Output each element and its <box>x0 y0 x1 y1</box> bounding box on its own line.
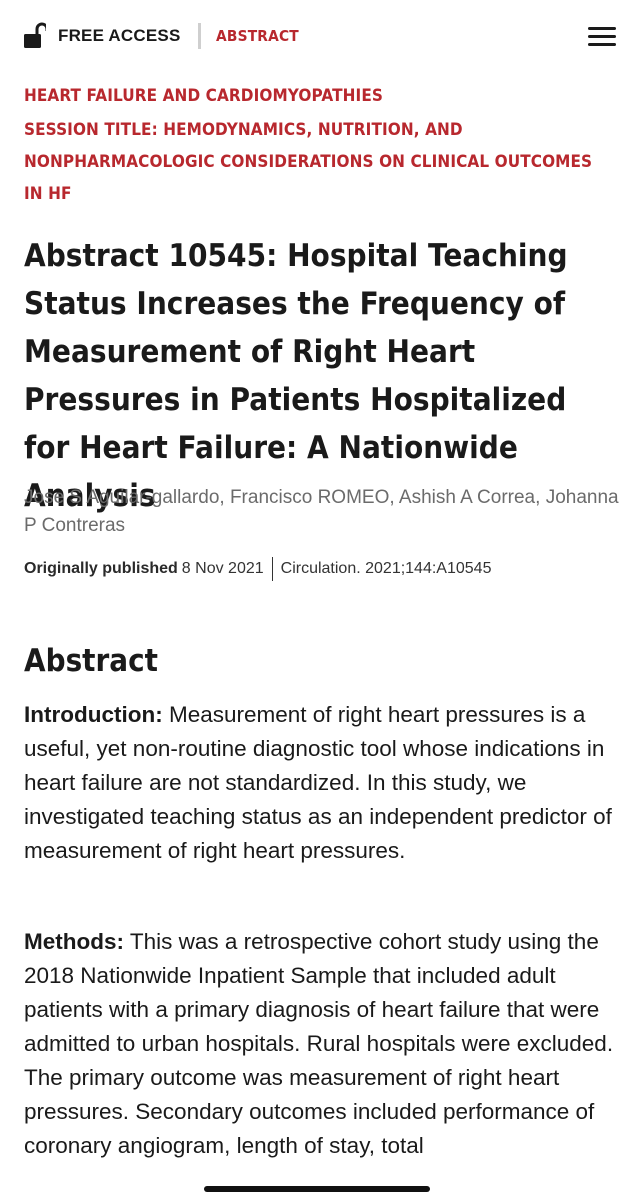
unlocked-padlock-icon <box>24 22 49 50</box>
free-access-label: FREE ACCESS <box>58 26 181 45</box>
citation: Circulation. 2021;144:A10545 <box>280 560 492 577</box>
author-link[interactable]: Francisco ROMEO <box>229 487 390 508</box>
article-type-label: ABSTRACT <box>216 27 300 45</box>
introduction-paragraph: Introduction: Measurement of right heart… <box>24 698 614 868</box>
publication-info: Originally published 8 Nov 2021 Circulat… <box>24 556 491 582</box>
introduction-label: Introduction: <box>24 702 163 727</box>
author-link[interactable]: Johanna P Contreras <box>24 487 619 536</box>
author-link[interactable]: Jose S Aguilar-gallardo <box>24 487 220 508</box>
methods-text: This was a retrospective cohort study us… <box>24 929 614 1158</box>
session-title: SESSION TITLE: HEMODYNAMICS, NUTRITION, … <box>24 120 593 204</box>
home-indicator[interactable] <box>204 1186 430 1192</box>
publication-separator <box>271 557 273 581</box>
methods-label: Methods: <box>24 929 124 954</box>
published-label: Originally published <box>24 560 178 577</box>
abstract-heading: Abstract <box>24 643 158 679</box>
top-bar: FREE ACCESS ABSTRACT <box>0 0 634 72</box>
article-category[interactable]: HEART FAILURE AND CARDIOMYOPATHIES <box>24 86 383 106</box>
article-title: Abstract 10545: Hospital Teaching Status… <box>24 238 568 514</box>
author-link[interactable]: Ashish A Correa <box>398 487 536 508</box>
author-list: Jose S Aguilar-gallardo, Francisco ROMEO… <box>24 487 619 536</box>
header-divider <box>198 23 202 49</box>
methods-paragraph: Methods: This was a retrospective cohort… <box>24 925 614 1163</box>
published-date: 8 Nov 2021 <box>181 560 264 577</box>
access-indicator: FREE ACCESS ABSTRACT <box>24 20 307 52</box>
hamburger-menu-icon[interactable] <box>588 24 616 48</box>
introduction-text: Measurement of right heart pressures is … <box>24 702 612 863</box>
